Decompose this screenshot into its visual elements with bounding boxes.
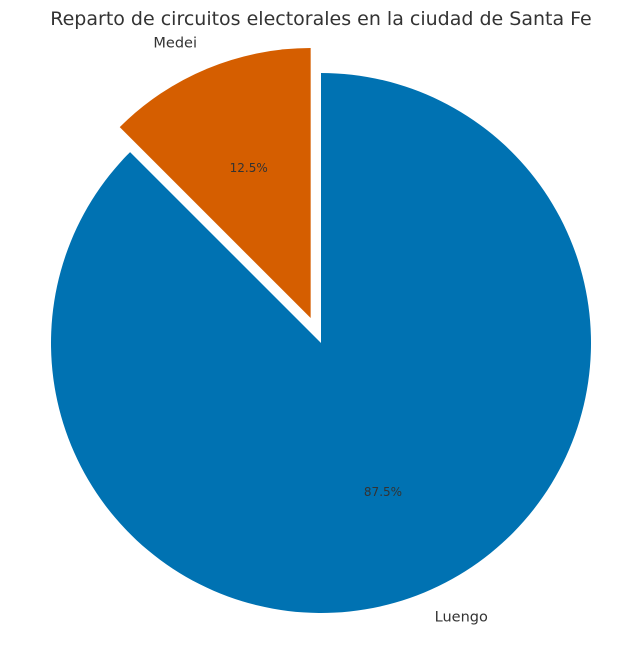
pie-labels: Luengo 87.5% Medei 12.5% [153, 36, 488, 626]
slice-label-medei: Medei [153, 36, 197, 52]
slice-percent-luengo: 87.5% [364, 485, 402, 499]
pie-slices [50, 48, 592, 613]
slice-label-luengo: Luengo [435, 609, 488, 625]
slice-percent-medei: 12.5% [230, 161, 268, 175]
pie-slice-medei [119, 48, 311, 319]
chart-title: Reparto de circuitos electorales en la c… [50, 8, 591, 30]
pie-slice-luengo [50, 73, 592, 613]
